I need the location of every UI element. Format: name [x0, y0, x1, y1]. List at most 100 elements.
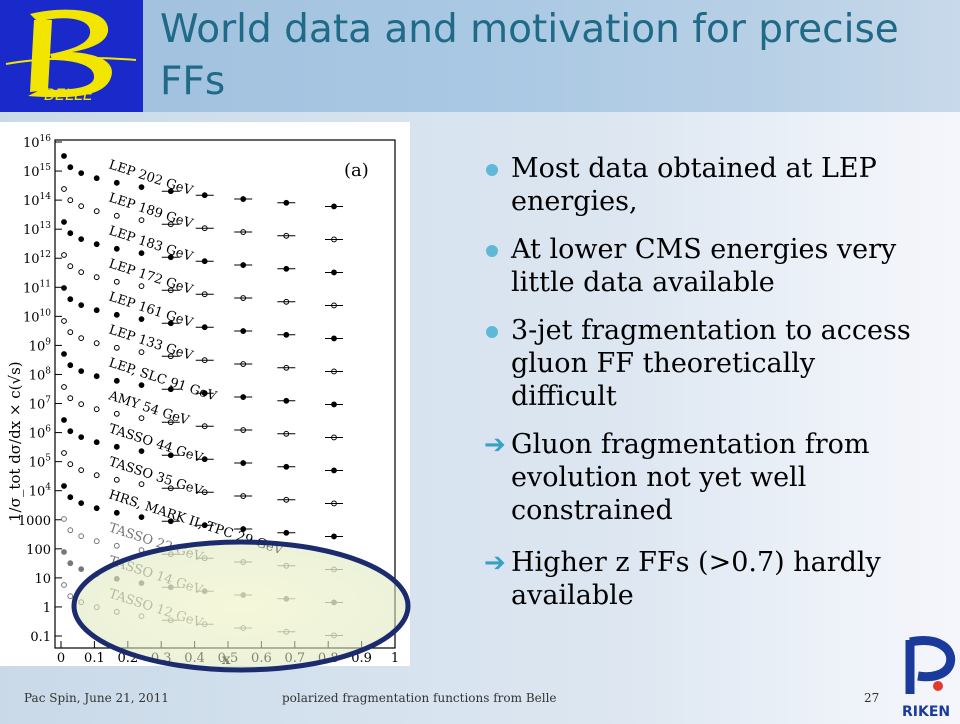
y-tick-label: 107 [29, 396, 52, 413]
data-point [61, 450, 67, 456]
data-point [78, 566, 85, 573]
x-tick-label: 0.1 [84, 651, 105, 666]
data-point [67, 593, 74, 600]
bullet-item: Most data obtained at LEP energies, [486, 152, 926, 218]
data-point [138, 250, 145, 257]
x-tick-label: 1 [391, 651, 399, 666]
data-point [67, 263, 74, 270]
slide-title: World data and motivation for precise FF… [160, 7, 899, 104]
panel-label: (a) [344, 160, 369, 181]
data-point [67, 362, 74, 369]
data-point [61, 417, 67, 423]
data-point [78, 500, 85, 507]
data-point [67, 527, 74, 534]
y-tick-label: 109 [29, 337, 52, 354]
belle-swoosh [5, 56, 137, 65]
data-point [93, 439, 100, 446]
data-point [78, 401, 85, 408]
data-point [113, 212, 120, 219]
data-point [138, 448, 145, 455]
y-tick-label: 100 [26, 543, 51, 558]
y-tick-label: 1010 [23, 308, 51, 325]
data-point [61, 549, 67, 555]
y-tick-label: 105 [29, 454, 52, 471]
y-tick-label: 1 [43, 601, 51, 616]
data-point [113, 179, 120, 186]
data-point [67, 560, 74, 567]
riken-red-dot [933, 681, 943, 691]
data-point [113, 542, 120, 549]
belle-b-stem [30, 20, 52, 92]
bullet-item: 3-jet fragmentation to access gluon FF t… [486, 314, 926, 413]
data-point [78, 170, 85, 177]
bullet-text: Higher z FFs (>0.7) hardly available [511, 547, 881, 611]
data-point [138, 382, 145, 389]
data-point [78, 467, 85, 474]
data-point [138, 316, 145, 323]
data-point [61, 186, 67, 192]
data-point [93, 274, 100, 281]
belle-logo: BELLE [0, 0, 143, 112]
data-point [78, 368, 85, 375]
y-tick-label: 1012 [23, 250, 51, 267]
bullet-list: Most data obtained at LEP energies, At l… [484, 152, 926, 631]
data-point [67, 329, 74, 336]
y-tick-label: 1000 [18, 514, 51, 529]
belle-logo-text: BELLE [44, 85, 94, 104]
arrow-icon: ➔ [484, 548, 506, 578]
riken-r-shape [905, 636, 956, 694]
data-point [138, 283, 145, 290]
low-energy-highlight-ellipse [71, 539, 411, 673]
data-point [78, 203, 85, 210]
y-tick-label: 0.1 [30, 630, 51, 645]
data-point [67, 296, 74, 303]
arrow-icon: ➔ [484, 430, 506, 460]
data-point [67, 164, 74, 171]
data-point [61, 318, 67, 324]
data-point [61, 285, 67, 291]
data-point [78, 533, 85, 540]
data-point [61, 483, 67, 489]
arrow-bullet-item: ➔ Gluon fragmentation from evolution not … [484, 428, 926, 527]
data-point [113, 377, 120, 384]
data-point [138, 415, 145, 422]
data-point [67, 461, 74, 468]
data-point [61, 516, 67, 522]
data-point [67, 395, 74, 402]
data-point [113, 410, 120, 417]
footer-date: Pac Spin, June 21, 2011 [24, 691, 169, 705]
data-point [113, 509, 120, 516]
bullet-text: Gluon fragmentation from evolution not y… [511, 429, 870, 526]
data-point [138, 349, 145, 356]
footer-talk-title: polarized fragmentation functions from B… [282, 691, 557, 705]
highlight-overlay [71, 539, 411, 673]
data-point [61, 252, 67, 258]
belle-b-shape [28, 9, 113, 98]
data-point [61, 582, 67, 588]
y-tick-label: 1015 [23, 163, 51, 180]
data-point [93, 175, 100, 182]
x-tick-label: 0 [57, 651, 65, 666]
data-point [138, 184, 145, 191]
data-point [67, 230, 74, 237]
data-point [93, 472, 100, 479]
data-point [61, 219, 67, 225]
y-tick-label: 1016 [23, 134, 51, 151]
data-point [113, 311, 120, 318]
data-point [61, 384, 67, 390]
bullet-item: At lower CMS energies very little data a… [486, 233, 926, 299]
data-point [93, 208, 100, 215]
data-point [78, 236, 85, 243]
data-point [113, 344, 120, 351]
data-point [93, 307, 100, 314]
y-tick-label: 108 [29, 366, 52, 383]
y-tick-label: 10 [34, 572, 51, 587]
data-point [138, 481, 145, 488]
riken-logo: RIKEN [900, 634, 960, 720]
data-point [93, 340, 100, 347]
data-point [93, 505, 100, 512]
data-point [78, 269, 85, 276]
arrow-bullet-item: ➔ Higher z FFs (>0.7) hardly available [484, 546, 926, 612]
data-point [93, 538, 100, 545]
y-tick-label: 106 [29, 425, 52, 442]
